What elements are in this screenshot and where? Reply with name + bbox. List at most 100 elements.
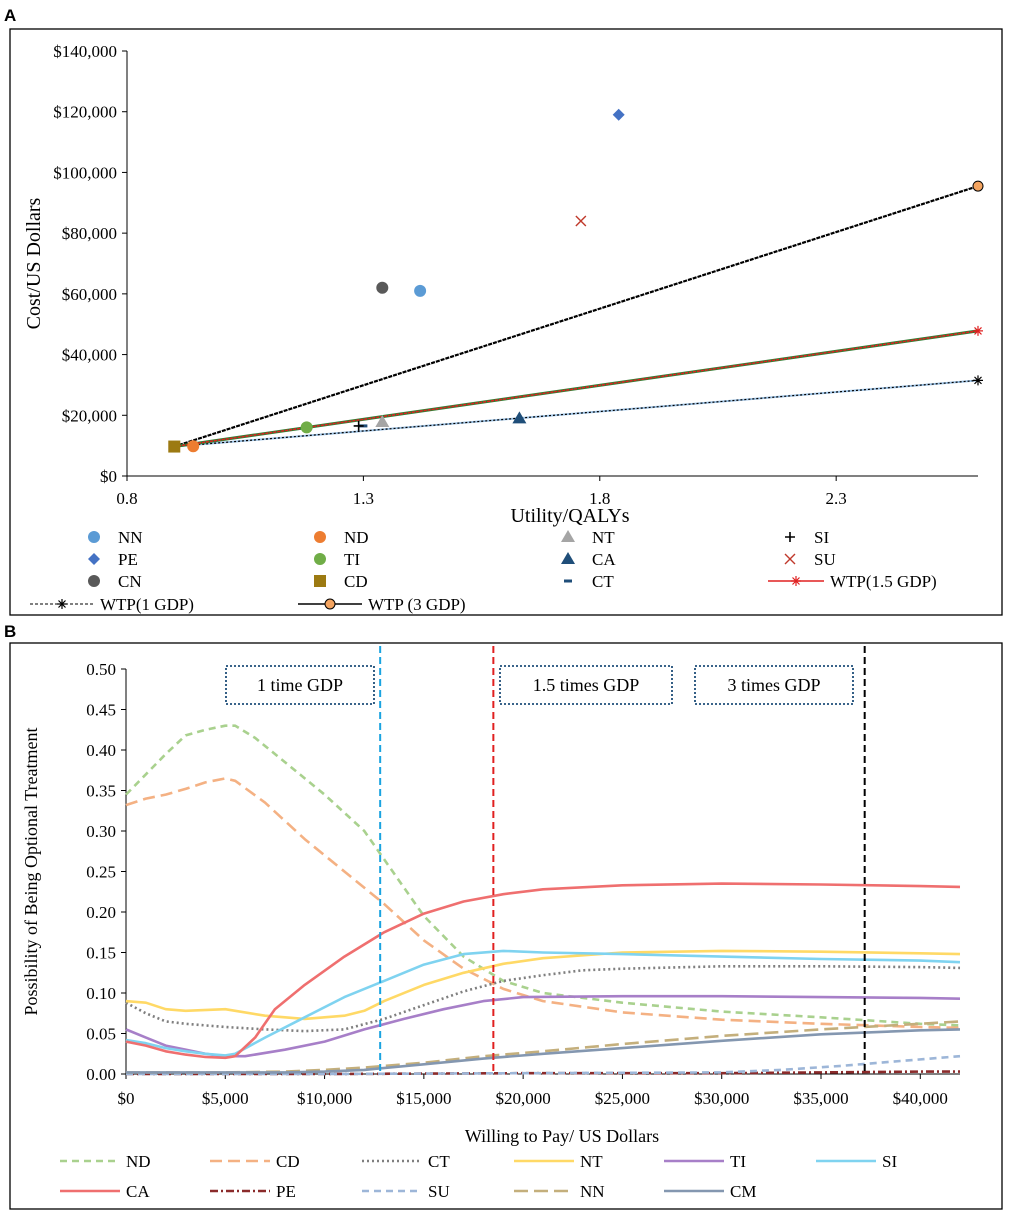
legend-marker-cn — [88, 575, 100, 587]
legend-marker-wtp-1-gdp — [57, 599, 67, 609]
legend-label-nd: ND — [126, 1152, 151, 1171]
y-tick-label: 0.25 — [86, 863, 116, 882]
line-end-marker-wtp-3-gdp — [972, 180, 984, 192]
series-si — [125, 949, 961, 1057]
y-tick-label: 0.00 — [86, 1065, 116, 1084]
point-cn — [376, 281, 389, 294]
y-tick-label: 0.45 — [86, 701, 116, 720]
y-axis-label: Cost/US Dollars — [23, 197, 45, 329]
y-tick-label: $80,000 — [62, 224, 117, 243]
y-tick-label: 0.10 — [86, 984, 116, 1003]
series-nt — [125, 949, 961, 1021]
legend-label-cd: CD — [344, 572, 368, 591]
panel-label-a: A — [4, 6, 17, 25]
legend-label-wtp-1-5-gdp: WTP(1.5 GDP) — [830, 572, 937, 591]
legend-label-nd: ND — [344, 528, 369, 547]
wtp-lines — [173, 180, 984, 449]
series-nd — [125, 724, 961, 1027]
threshold-box-3-times-gdp — [694, 665, 854, 705]
legend-label-ca: CA — [126, 1182, 150, 1201]
legend-label-wtp-3-gdp: WTP (3 GDP) — [368, 595, 466, 614]
legend-marker-wtp-1-5-gdp — [791, 576, 801, 586]
y-axis-label: Possibility of Being Optional Treatment — [21, 727, 41, 1015]
x-tick-label: $40,000 — [893, 1089, 948, 1108]
x-tick-label: $10,000 — [297, 1089, 352, 1108]
threshold-label-1-5-times-gdp: 1.5 times GDP — [533, 675, 640, 695]
x-tick-label: $35,000 — [793, 1089, 848, 1108]
axes-a: $0 $20,000 $40,000 $60,000 $80,000 $100,000 $1… — [53, 42, 978, 508]
panel-label-b: B — [4, 622, 17, 641]
line-chart: 0.00 0.05 0.10 0.15 0.20 0.25 0.30 0.35 0.40 0.45… — [9, 642, 1003, 1210]
legend-label-nn: NN — [580, 1182, 605, 1201]
legend-marker-ct — [564, 579, 572, 583]
x-tick-label: $15,000 — [396, 1089, 451, 1108]
legend-label-si: SI — [814, 528, 829, 547]
legend-b: ND CD CT NT TI SI CA PE SU NN CM — [60, 1152, 897, 1201]
scatter-chart: $0 $20,000 $40,000 $60,000 $80,000 $100,000 $1… — [9, 28, 1003, 616]
line-wtp-1-5-gdp — [174, 330, 979, 448]
legend-marker-nd — [314, 531, 326, 543]
axes-b: 0.00 0.05 0.10 0.15 0.20 0.25 0.30 0.35 0.40 0.45… — [86, 660, 960, 1108]
legend-label-si: SI — [882, 1152, 897, 1171]
legend-label-ct: CT — [428, 1152, 450, 1171]
point-su — [575, 215, 587, 227]
x-axis-label: Utility/QALYs — [510, 505, 629, 527]
y-tick-label: $140,000 — [53, 42, 117, 61]
y-tick-label: 0.50 — [86, 660, 116, 679]
legend-label-nt: NT — [580, 1152, 603, 1171]
legend-marker-nt — [561, 530, 575, 542]
legend-label-su: SU — [428, 1182, 450, 1201]
chart-b-frame — [9, 642, 1003, 1210]
legend-label-ca: CA — [592, 550, 616, 569]
y-tick-label: $20,000 — [62, 406, 117, 425]
y-tick-label: $100,000 — [53, 163, 117, 182]
legend-label-pe: PE — [118, 550, 138, 569]
x-tick-label: 2.3 — [826, 489, 847, 508]
legend-label-nn: NN — [118, 528, 143, 547]
x-tick-label: $5,000 — [202, 1089, 249, 1108]
legend-label-cn: CN — [118, 572, 142, 591]
legend-label-ti: TI — [344, 550, 360, 569]
legend-label-wtp-1-gdp: WTP(1 GDP) — [100, 595, 194, 614]
x-axis-label: Willing to Pay/ US Dollars — [465, 1126, 659, 1146]
line-wtp-3-gdp — [173, 185, 979, 448]
threshold-label-1-time-gdp: 1 time GDP — [257, 675, 343, 695]
y-tick-label: $40,000 — [62, 346, 117, 365]
legend-a: NN ND NT SI PE TI CA SU CN CD CT WTP(1.5 GDP) WTP(1 … — [30, 528, 937, 614]
y-tick-label: 0.20 — [86, 903, 116, 922]
series-ca — [125, 882, 961, 1060]
y-tick-label: 0.15 — [86, 944, 116, 963]
point-nt — [375, 414, 390, 427]
point-nn — [414, 284, 427, 297]
x-tick-label: $25,000 — [595, 1089, 650, 1108]
legend-label-su: SU — [814, 550, 836, 569]
series-nn — [126, 1020, 961, 1074]
point-si — [353, 420, 364, 431]
x-tick-label: 1.8 — [589, 489, 610, 508]
legend-label-cd: CD — [276, 1152, 300, 1171]
y-tick-label: 0.40 — [86, 741, 116, 760]
y-tick-label: $120,000 — [53, 103, 117, 122]
legend-marker-cd — [314, 575, 326, 587]
point-ti — [300, 421, 313, 434]
series-ti — [125, 994, 961, 1058]
series-lines — [125, 724, 961, 1076]
series-su — [126, 1054, 961, 1076]
line-wtp-1-gdp — [174, 379, 979, 448]
legend-marker-si — [785, 532, 795, 542]
legend-marker-nn — [88, 531, 100, 543]
series-ct — [125, 965, 961, 1033]
y-tick-label: 0.05 — [86, 1025, 116, 1044]
x-tick-label: 0.8 — [116, 489, 137, 508]
y-tick-label: $60,000 — [62, 285, 117, 304]
line-end-marker-wtp-1-5-gdp — [973, 325, 983, 336]
data-points — [168, 108, 625, 453]
x-tick-label: $0 — [118, 1089, 135, 1108]
series-cm — [126, 1028, 961, 1074]
point-ca — [512, 411, 527, 424]
x-tick-label: $20,000 — [496, 1089, 551, 1108]
thresholds: 1 time GDP 1.5 times GDP 3 times GDP — [225, 646, 866, 1074]
legend-label-cm: CM — [730, 1182, 756, 1201]
legend-marker-wtp-3-gdp — [324, 598, 336, 610]
y-tick-label: $0 — [100, 467, 117, 486]
